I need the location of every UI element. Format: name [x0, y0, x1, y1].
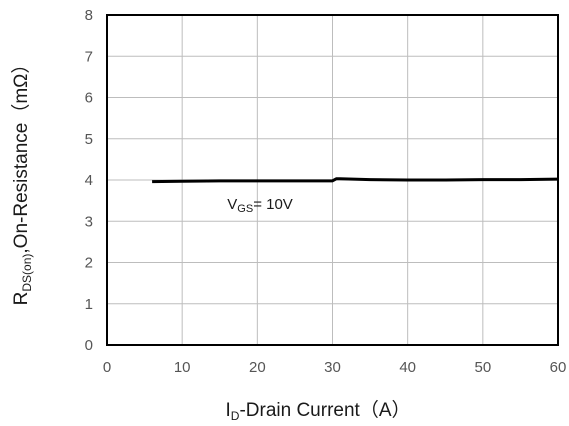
x-axis-title-main: I	[226, 400, 231, 421]
y-axis-title-main: R	[11, 292, 32, 306]
y-tick-label: 1	[85, 296, 93, 313]
x-tick-label: 10	[174, 359, 191, 376]
annotation-sub: GS	[237, 203, 253, 215]
x-tick-label: 0	[103, 359, 111, 376]
x-axis-title: ID-Drain Current（A）	[226, 399, 411, 423]
y-axis-title: RDS(on),On-Resistance（mΩ）	[10, 55, 34, 306]
y-tick-label: 8	[85, 7, 93, 24]
y-axis-title-sub: DS(on)	[20, 254, 34, 292]
y-tick-label: 7	[85, 48, 93, 65]
y-tick-label: 0	[85, 337, 93, 354]
annotation-main: V	[227, 196, 237, 213]
y-tick-label: 2	[85, 255, 93, 272]
y-tick-label: 5	[85, 131, 93, 148]
x-tick-label: 40	[399, 359, 416, 376]
y-tick-label: 4	[85, 172, 93, 189]
y-tick-label: 6	[85, 90, 93, 107]
x-tick-label: 60	[550, 359, 567, 376]
x-tick-labels: 0 10 20 30 40 50 60	[103, 359, 567, 376]
annotation-rest: = 10V	[253, 196, 293, 213]
series-line	[152, 177, 559, 184]
series-layer	[152, 177, 559, 184]
y-axis-title-rest: ,On-Resistance（mΩ）	[10, 55, 32, 254]
y-tick-label: 3	[85, 213, 93, 230]
x-axis-title-rest: -Drain Current（A）	[239, 399, 410, 421]
x-tick-label: 20	[249, 359, 266, 376]
annotation-vgs: VGS= 10V	[227, 196, 293, 215]
plot-frame	[106, 14, 559, 346]
x-tick-label: 30	[324, 359, 341, 376]
y-tick-labels: 0 1 2 3 4 5 6 7 8	[85, 7, 93, 354]
x-axis-title-sub: D	[231, 409, 240, 423]
x-tick-label: 50	[474, 359, 491, 376]
